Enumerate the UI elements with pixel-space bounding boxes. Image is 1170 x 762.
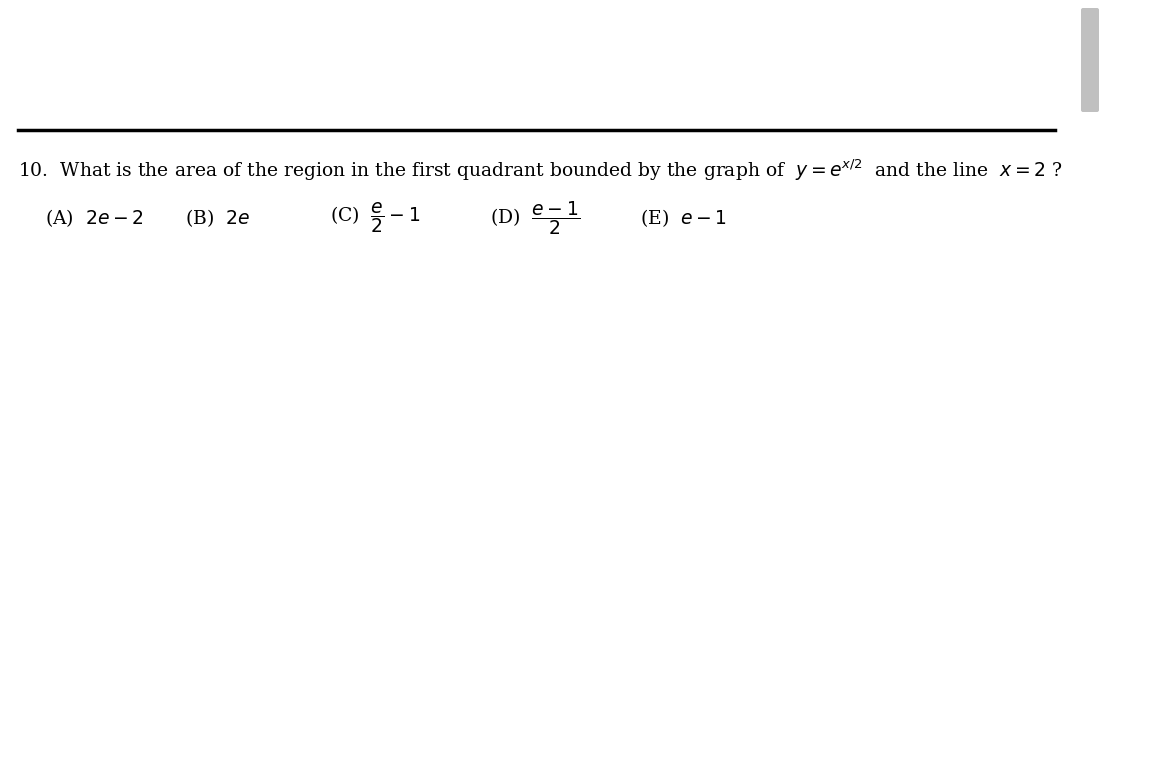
Text: (C)  $\dfrac{e}{2} - 1$: (C) $\dfrac{e}{2} - 1$ [330, 200, 420, 235]
FancyBboxPatch shape [1081, 8, 1099, 112]
Text: (E)  $e - 1$: (E) $e - 1$ [640, 207, 727, 229]
Text: (A)  $2e - 2$: (A) $2e - 2$ [44, 207, 144, 229]
Text: 10.  What is the area of the region in the first quadrant bounded by the graph o: 10. What is the area of the region in th… [18, 157, 1062, 183]
Text: (B)  $2e$: (B) $2e$ [185, 207, 250, 229]
Text: (D)  $\dfrac{e - 1}{2}$: (D) $\dfrac{e - 1}{2}$ [490, 199, 580, 237]
